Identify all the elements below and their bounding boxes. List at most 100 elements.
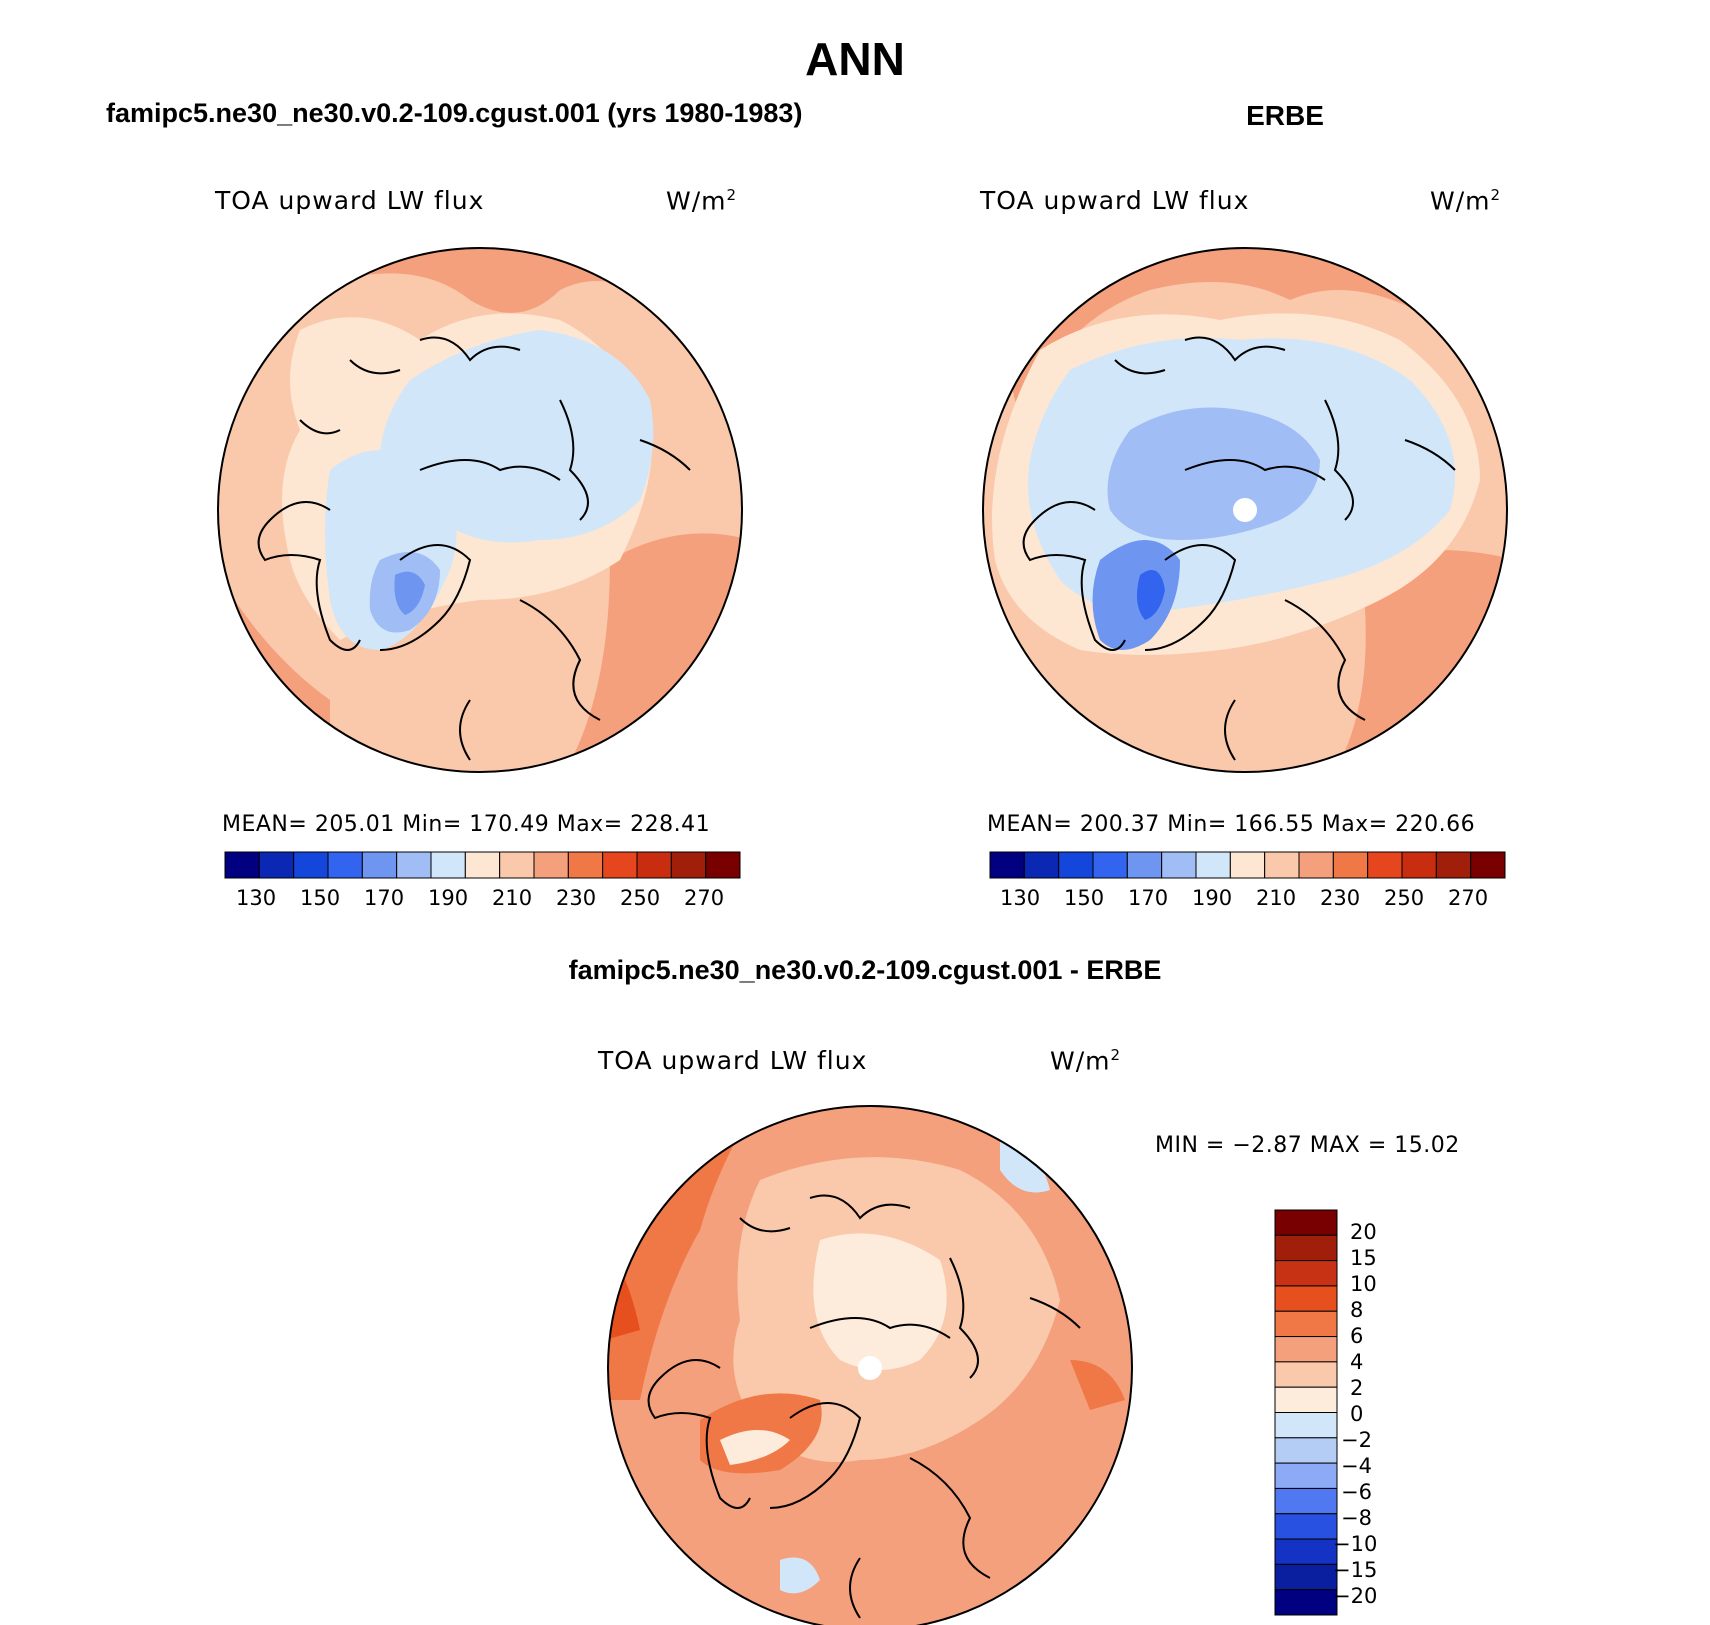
obs-colorbar-segment — [1435, 851, 1472, 879]
model-colorbar-segment — [361, 851, 398, 879]
model-colorbar-segment — [327, 851, 363, 879]
model-stats-text: MEAN= 205.01 Min= 170.49 Max= 228.41 — [222, 812, 711, 837]
model-colorbar-segment — [430, 851, 466, 879]
difference-colorbar-segment — [1274, 1437, 1338, 1464]
difference-colorbar-segment — [1274, 1310, 1338, 1338]
difference-colorbar-segment — [1274, 1285, 1338, 1312]
difference-cb-label: 6 — [1350, 1324, 1364, 1348]
difference-colorbar-segment — [1274, 1209, 1338, 1236]
obs-cb-label: 270 — [1448, 886, 1489, 910]
difference-cb-label: 4 — [1350, 1350, 1364, 1374]
obs-cb-label: 190 — [1192, 886, 1233, 910]
difference-cb-label: −20 — [1333, 1584, 1378, 1608]
obs-cb-label: 150 — [1064, 886, 1105, 910]
difference-cb-label: −6 — [1341, 1480, 1372, 1504]
model-colorbar-segment — [705, 851, 741, 879]
model-colorbar-segment — [670, 851, 707, 879]
difference-colorbar-segment — [1274, 1563, 1338, 1591]
difference-colorbar-segment — [1274, 1462, 1338, 1489]
difference-minmax-text: MIN = −2.87 MAX = 15.02 — [1155, 1133, 1460, 1158]
model-colorbar-segment — [602, 851, 638, 879]
model-colorbar-segment — [258, 851, 295, 879]
difference-cb-label: 10 — [1350, 1272, 1377, 1296]
model-colorbar-segment — [293, 851, 329, 879]
obs-cb-label: 230 — [1320, 886, 1361, 910]
difference-units-label: W/m2 — [1050, 1046, 1122, 1076]
difference-colorbar-segment — [1274, 1412, 1338, 1439]
difference-cb-label: 2 — [1350, 1376, 1364, 1400]
model-cb-label: 210 — [492, 886, 533, 910]
difference-map — [608, 1106, 1132, 1625]
difference-pole-gap — [858, 1356, 882, 1380]
model-cb-label: 250 — [620, 886, 661, 910]
model-panel-title: famipc5.ne30_ne30.v0.2-109.cgust.001 (yr… — [106, 98, 803, 128]
model-cb-label: 130 — [236, 886, 277, 910]
obs-colorbar-segment — [1470, 851, 1506, 879]
obs-units-label: W/m2 — [1430, 186, 1502, 216]
difference-colorbar-segment — [1274, 1260, 1338, 1287]
obs-cb-label: 170 — [1128, 886, 1169, 910]
difference-cb-label: 0 — [1350, 1402, 1364, 1426]
obs-colorbar-segment — [1058, 851, 1094, 879]
model-cb-label: 270 — [684, 886, 725, 910]
model-colorbar-segment — [464, 851, 501, 879]
obs-map-border — [982, 247, 1508, 773]
difference-cb-label: 15 — [1350, 1246, 1377, 1270]
difference-cb-label: −2 — [1341, 1428, 1372, 1452]
difference-colorbar-segment — [1274, 1538, 1338, 1565]
model-cb-label: 170 — [364, 886, 405, 910]
difference-colorbar-segment — [1274, 1234, 1338, 1262]
obs-colorbar-segment — [1367, 851, 1403, 879]
obs-cb-label: 210 — [1256, 886, 1297, 910]
obs-colorbar-segment — [1401, 851, 1437, 879]
model-cb-label: 230 — [556, 886, 597, 910]
model-colorbar-segment — [499, 851, 535, 879]
difference-colorbar-segment — [1274, 1361, 1338, 1388]
obs-stats-text: MEAN= 200.37 Min= 166.55 Max= 220.66 — [987, 812, 1476, 837]
model-cb-label: 190 — [428, 886, 469, 910]
difference-map-border — [607, 1105, 1133, 1625]
model-colorbar — [224, 851, 741, 879]
model-colorbar-segment — [567, 851, 604, 879]
difference-cb-label: 8 — [1350, 1298, 1364, 1322]
model-units-label: W/m2 — [666, 186, 738, 216]
difference-cb-label: −10 — [1333, 1532, 1378, 1556]
obs-variable-label: TOA upward LW flux — [980, 186, 1250, 215]
model-map — [218, 248, 742, 772]
obs-pole-gap — [1233, 498, 1257, 522]
obs-colorbar-segment — [1264, 851, 1300, 879]
difference-colorbar-segment — [1274, 1487, 1338, 1515]
model-cb-label: 150 — [300, 886, 341, 910]
difference-colorbar — [1274, 1209, 1338, 1616]
difference-cb-label: 20 — [1350, 1220, 1377, 1244]
obs-map — [983, 248, 1507, 772]
obs-colorbar-segment — [1161, 851, 1197, 879]
difference-colorbar-segment — [1274, 1386, 1338, 1413]
obs-colorbar-segment — [1126, 851, 1163, 879]
difference-cb-label: −8 — [1341, 1506, 1372, 1530]
model-map-border — [217, 247, 743, 773]
difference-colorbar-segment — [1274, 1513, 1338, 1540]
model-variable-label: TOA upward LW flux — [215, 186, 485, 215]
obs-colorbar-segment — [1092, 851, 1128, 879]
model-colorbar-segment — [533, 851, 569, 879]
obs-colorbar-segment — [1023, 851, 1060, 879]
obs-colorbar-segment — [1298, 851, 1334, 879]
difference-panel-title: famipc5.ne30_ne30.v0.2-109.cgust.001 - E… — [568, 955, 1162, 985]
difference-variable-label: TOA upward LW flux — [598, 1046, 868, 1075]
obs-colorbar — [989, 851, 1506, 879]
model-colorbar-segment — [396, 851, 432, 879]
model-colorbar-segment — [636, 851, 672, 879]
model-colorbar-segment — [224, 851, 260, 879]
main-title: ANN — [805, 33, 905, 85]
obs-colorbar-segment — [1195, 851, 1231, 879]
difference-colorbar-segment — [1274, 1589, 1338, 1616]
difference-cb-label: −15 — [1333, 1558, 1378, 1582]
difference-colorbar-segment — [1274, 1336, 1338, 1363]
obs-cb-label: 250 — [1384, 886, 1425, 910]
difference-cb-label: −4 — [1341, 1454, 1372, 1478]
obs-colorbar-segment — [1229, 851, 1266, 879]
obs-colorbar-segment — [989, 851, 1025, 879]
obs-colorbar-segment — [1332, 851, 1369, 879]
